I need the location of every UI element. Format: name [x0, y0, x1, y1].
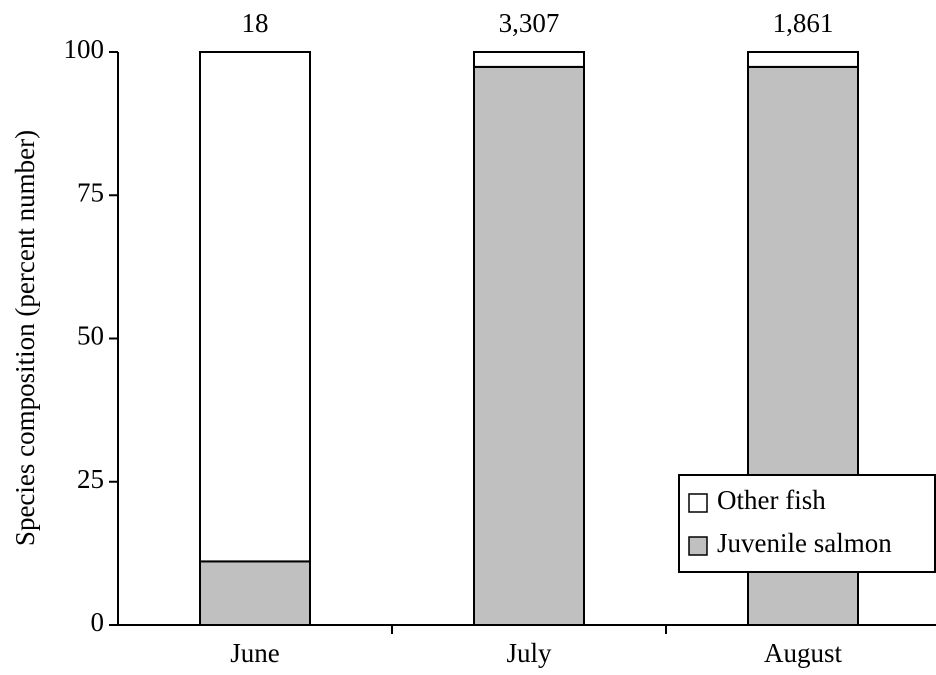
legend-box: [678, 474, 936, 573]
x-tick-label: July: [506, 638, 552, 668]
x-tick-label: June: [230, 638, 280, 668]
y-tick-label: 75: [77, 177, 104, 207]
bar-segment: [473, 65, 585, 626]
legend-swatch: [688, 536, 708, 556]
bar-segment: [473, 51, 585, 68]
bar-segment: [199, 560, 311, 626]
legend-label: Juvenile salmon: [717, 528, 892, 558]
y-tick-label: 25: [77, 464, 104, 494]
y-tick-label: 100: [64, 34, 105, 64]
bar-segment: [747, 51, 859, 68]
bar-label: 18: [242, 8, 269, 38]
legend-label: Other fish: [717, 485, 826, 515]
y-tick-label: 50: [77, 321, 104, 351]
bar-label: 3,307: [499, 8, 560, 38]
y-tick-label: 0: [91, 607, 105, 637]
legend-swatch: [688, 493, 708, 513]
bar-label: 1,861: [773, 8, 834, 38]
bar-segment: [199, 51, 311, 563]
x-tick-label: August: [764, 638, 843, 668]
y-axis-label: Species composition (percent number): [10, 130, 40, 546]
